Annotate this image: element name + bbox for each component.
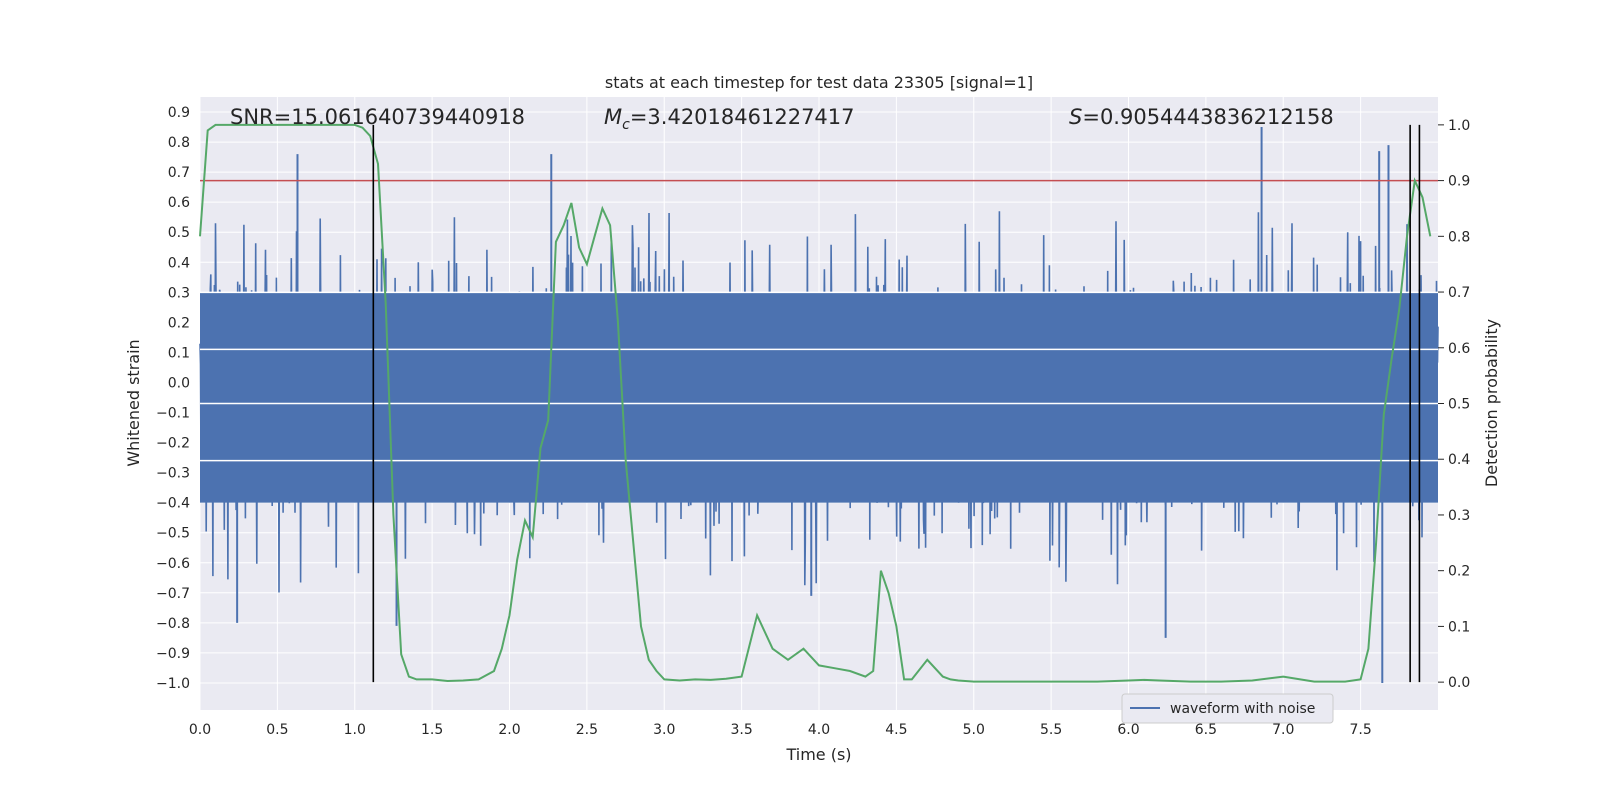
y-left-tick-label: 0.4 (168, 255, 190, 271)
y-left-tick-label: 0.8 (168, 135, 190, 151)
y-left-tick-label: −0.3 (156, 466, 190, 482)
y-right-tick-labels: 1.0 0.9 0.8 0.7 0.6 0.5 0.4 0.3 0.2 0.1 0.0 (1438, 118, 1470, 691)
chart-title: stats at each timestep for test data 233… (605, 73, 1033, 92)
y-right-tick-label: 0.8 (1448, 229, 1470, 245)
y-left-tick-label: 0.9 (168, 105, 190, 121)
x-tick-label: 2.0 (498, 722, 520, 738)
x-tick-label: 6.0 (1117, 722, 1139, 738)
x-tick-label: 1.5 (421, 722, 443, 738)
y-left-tick-labels: 0.9 0.8 0.7 0.6 0.5 0.4 0.3 0.2 0.1 0.0 −0.1 −0.2 −0… (156, 105, 190, 692)
legend: waveform with noise (1121, 693, 1334, 724)
x-tick-label: 5.0 (963, 722, 985, 738)
x-axis-title: Time (s) (785, 745, 851, 764)
y-left-tick-label: 0.2 (168, 315, 190, 331)
y-left-tick-label: 0.6 (168, 195, 190, 211)
y-left-tick-label: −0.6 (156, 556, 190, 572)
chirp-mass-symbol: M (604, 105, 622, 129)
x-tick-labels: 0.0 0.5 1.0 1.5 2.0 2.5 3.0 3.5 4.0 4.5 5.0 5.5 6.0 6… (189, 722, 1372, 738)
y-left-tick-label: −0.7 (156, 586, 190, 602)
waveform-bulk (200, 292, 1438, 503)
y-right-tick-label: 0.1 (1448, 619, 1470, 635)
x-tick-label: 3.5 (730, 722, 752, 738)
y-left-tick-label: −0.5 (156, 526, 190, 542)
legend-box (1121, 693, 1334, 724)
score-annotation: S=0.9054443836212158 (1069, 105, 1334, 129)
waveform-series (199, 127, 1439, 683)
y-left-tick-label: 0.3 (168, 285, 190, 301)
chirp-mass-value: =3.42018461227417 (630, 105, 855, 129)
x-tick-label: 0.5 (266, 722, 288, 738)
x-tick-label: 4.0 (808, 722, 830, 738)
y-left-tick-label: 0.7 (168, 165, 190, 181)
y-right-tick-label: 0.6 (1448, 341, 1470, 357)
y-right-tick-label: 0.7 (1448, 285, 1470, 301)
y-left-tick-label: 0.5 (168, 225, 190, 241)
x-tick-label: 0.0 (189, 722, 211, 738)
y-right-tick-label: 0.0 (1448, 675, 1470, 691)
x-tick-label: 1.0 (344, 722, 366, 738)
score-value: =0.9054443836212158 (1082, 105, 1333, 129)
y-left-tick-label: −0.9 (156, 646, 190, 662)
snr-annotation: SNR=15.061640739440918 (230, 105, 525, 129)
y-left-axis-title: Whitened strain (124, 339, 143, 466)
y-left-tick-label: −0.2 (156, 436, 190, 452)
y-right-tick-label: 0.2 (1448, 564, 1470, 580)
x-tick-label: 6.5 (1195, 722, 1217, 738)
x-tick-label: 5.5 (1040, 722, 1062, 738)
y-right-axis-title: Detection probability (1482, 319, 1501, 487)
x-tick-label: 2.5 (576, 722, 598, 738)
chirp-mass-annotation: Mc=3.42018461227417 (604, 105, 855, 133)
x-tick-label: 3.0 (653, 722, 675, 738)
x-tick-label: 7.0 (1272, 722, 1294, 738)
y-right-tick-label: 0.5 (1448, 397, 1470, 413)
y-right-tick-label: 0.9 (1448, 174, 1470, 190)
chirp-mass-subscript: c (622, 117, 630, 133)
y-left-tick-label: −0.8 (156, 616, 190, 632)
y-right-tick-label: 0.3 (1448, 508, 1470, 524)
x-tick-label: 4.5 (885, 722, 907, 738)
probability-line (199, 123, 1432, 683)
score-symbol: S (1069, 105, 1082, 129)
vertical-markers (372, 124, 1421, 683)
y-right-tick-label: 0.4 (1448, 452, 1470, 468)
y-left-tick-label: −0.4 (156, 496, 190, 512)
y-left-tick-label: −1.0 (156, 676, 190, 692)
probability-series (199, 123, 1432, 683)
x-tick-label: 7.5 (1349, 722, 1371, 738)
y-left-tick-label: 0.0 (168, 375, 190, 391)
legend-label: waveform with noise (1170, 701, 1315, 717)
y-right-tick-label: 1.0 (1448, 118, 1470, 134)
y-left-tick-label: −0.1 (156, 406, 190, 422)
y-left-tick-label: 0.1 (168, 345, 190, 361)
